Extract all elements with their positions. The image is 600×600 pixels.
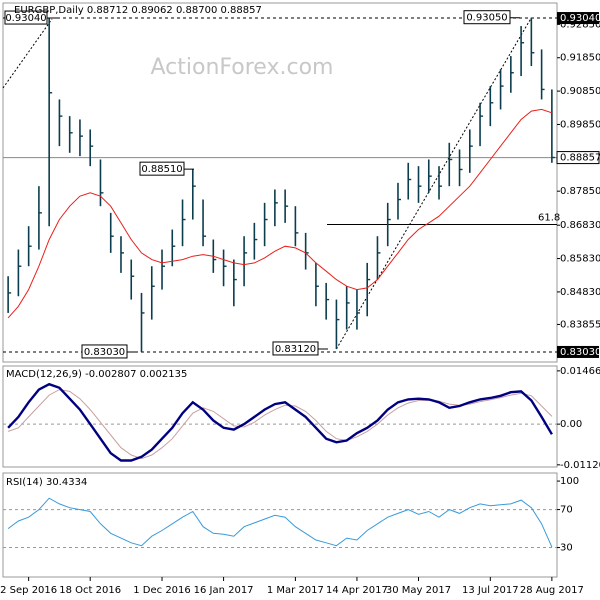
x-tick-label: 1 Dec 2016 <box>133 585 191 596</box>
rsi-title: RSI(14) 30.4334 <box>6 477 87 488</box>
y-tick-label: 0.90850 <box>560 86 600 97</box>
y-tick-label: -0.011202 <box>560 460 600 471</box>
x-tick-label: 2 Sep 2016 <box>0 585 57 596</box>
y-tick-label: 70 <box>560 505 573 516</box>
x-tick-label: 16 Jan 2017 <box>194 585 254 596</box>
level-label: 0.93040 <box>560 13 600 24</box>
moving-average <box>7 108 553 319</box>
x-tick-label: 13 Jul 2017 <box>462 585 519 596</box>
fib-label: 61.8 <box>538 213 560 224</box>
x-tick-label: 14 Apr 2017 <box>326 585 388 596</box>
y-tick-label: 0.83855 <box>560 319 600 330</box>
x-tick-label: 28 Aug 2017 <box>520 585 584 596</box>
annotation-box <box>4 10 48 25</box>
y-tick-label: 0.85830 <box>560 254 600 265</box>
price-frame <box>2 2 558 363</box>
macd-frame <box>2 365 558 468</box>
last-price-label: 0.88857 <box>560 153 600 164</box>
annotation-label: 0.88510 <box>141 164 182 175</box>
annotation-box <box>463 10 511 25</box>
annotation-label: 0.83030 <box>84 347 125 358</box>
y-tick-label: 0.91850 <box>560 53 600 64</box>
last-price-box <box>556 151 600 165</box>
rsi-frame <box>2 472 558 578</box>
annotation-box <box>81 344 128 359</box>
chart-title: EURGBP,Daily 0.88712 0.89062 0.88700 0.8… <box>14 5 262 16</box>
trend-line <box>2 18 53 89</box>
x-tick-label: 18 Oct 2016 <box>59 585 121 596</box>
trend-line <box>335 17 532 350</box>
y-tick-label: 0.84830 <box>560 287 600 298</box>
y-tick-label: 0.87850 <box>560 186 600 197</box>
annotation-label: 0.93040 <box>5 13 46 24</box>
annotation-box <box>272 341 319 356</box>
level-label: 0.83030 <box>560 347 600 358</box>
annotation-label: 0.83120 <box>275 344 316 355</box>
y-tick-label: 0.92850 <box>560 19 600 30</box>
y-tick-label: 0.00 <box>560 419 582 430</box>
x-tick-label: 1 Mar 2017 <box>267 585 324 596</box>
y-tick-label: 0.86830 <box>560 220 600 231</box>
annotation-label: 0.93050 <box>466 13 507 24</box>
y-tick-label: 0.014661 <box>560 366 600 377</box>
y-tick-label: 30 <box>560 543 573 554</box>
annotation-box <box>139 161 185 176</box>
macd-title: MACD(12,26,9) -0.002807 0.002135 <box>6 369 187 380</box>
y-tick-label: 0.89850 <box>560 119 600 130</box>
level-box <box>557 12 599 25</box>
watermark: ActionForex.com <box>151 55 334 80</box>
level-box <box>557 345 599 358</box>
x-tick-label: 30 May 2017 <box>386 585 451 596</box>
indicator-line <box>7 382 553 462</box>
y-tick-label: 100 <box>560 476 579 487</box>
indicator-line <box>7 497 553 548</box>
